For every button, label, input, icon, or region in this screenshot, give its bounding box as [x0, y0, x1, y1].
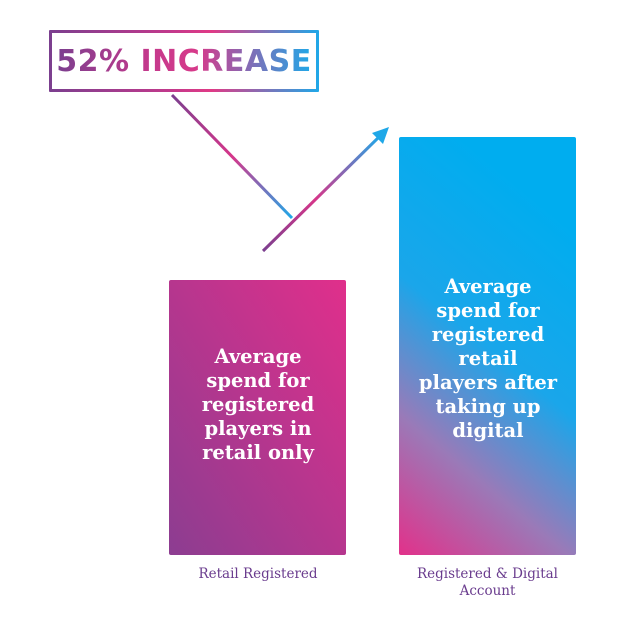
- increase-arrow-head: [372, 127, 389, 144]
- bar-label-digital: Average spend for registered retail play…: [418, 275, 558, 442]
- bar-label-retail: Average spend for registered players in …: [201, 345, 315, 464]
- increase-callout: 52% INCREASE: [49, 30, 319, 92]
- category-label-digital: Registered & Digital Account: [416, 566, 559, 599]
- bar-registered-digital: [399, 137, 576, 555]
- bar-retail-registered: [169, 280, 346, 555]
- increase-callout-text: 52% INCREASE: [56, 43, 312, 79]
- callout-leader-line: [170, 93, 294, 220]
- category-label-retail: Retail Registered: [198, 566, 318, 582]
- increase-arrow-line: [261, 134, 382, 253]
